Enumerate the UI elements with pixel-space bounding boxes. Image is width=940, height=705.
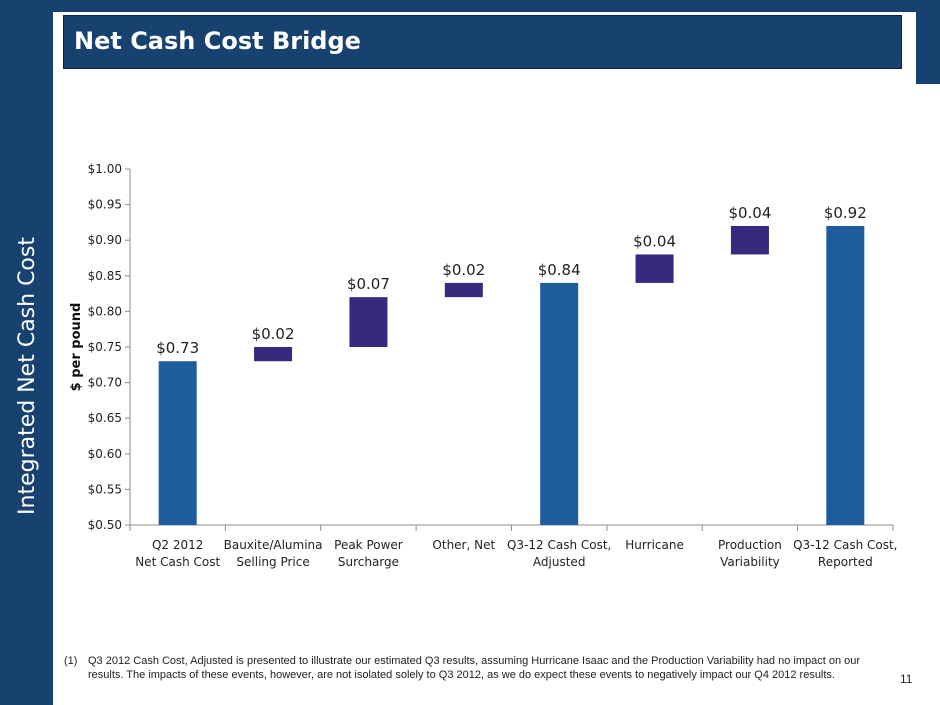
data-label: $0.04	[633, 232, 676, 250]
delta-bar	[254, 347, 293, 362]
page-number: 11	[900, 672, 913, 686]
data-label: $0.84	[538, 261, 581, 279]
category-label: Production	[718, 538, 782, 552]
y-tick-label: $0.60	[88, 447, 122, 461]
total-bar	[540, 282, 579, 525]
y-tick-label: $0.70	[88, 376, 122, 390]
category-label: Other, Net	[432, 538, 495, 552]
category-label: Surcharge	[338, 555, 399, 569]
page-title: Net Cash Cost Bridge	[74, 27, 361, 55]
title-bar: Net Cash Cost Bridge	[63, 15, 902, 69]
data-label: $0.92	[824, 204, 867, 222]
total-bar	[826, 225, 865, 525]
category-label: Bauxite/Alumina	[224, 538, 323, 552]
category-label: Q3-12 Cash Cost,	[507, 538, 611, 552]
top-band	[0, 0, 940, 12]
category-label: Peak Power	[334, 538, 403, 552]
category-label: Variability	[720, 555, 780, 569]
category-label: Net Cash Cost	[135, 555, 220, 569]
delta-bar	[635, 254, 674, 283]
y-tick-label: $0.75	[88, 340, 122, 354]
footnote-marker: (1)	[64, 655, 78, 667]
y-tick-label: $0.50	[88, 518, 122, 532]
data-label: $0.02	[252, 325, 295, 343]
category-label: Reported	[818, 555, 873, 569]
data-label: $0.07	[347, 275, 390, 293]
delta-bar	[730, 225, 769, 255]
right-band	[916, 0, 940, 84]
y-axis-title: $ per pound	[69, 303, 84, 392]
delta-bar	[349, 297, 388, 347]
delta-bar	[444, 282, 483, 298]
y-tick-label: $0.95	[88, 198, 122, 212]
footnote-text: Q3 2012 Cash Cost, Adjusted is presented…	[88, 655, 861, 681]
total-bar	[158, 361, 197, 525]
y-tick-label: $0.80	[88, 304, 122, 318]
y-tick-label: $0.90	[88, 233, 122, 247]
side-band	[0, 0, 53, 705]
data-label: $0.73	[156, 339, 199, 357]
section-label: Integrated Net Cash Cost	[15, 237, 40, 515]
y-tick-label: $0.55	[88, 482, 122, 496]
y-tick-label: $1.00	[88, 162, 122, 176]
y-tick-label: $0.65	[88, 411, 122, 425]
category-label: Q2 2012	[152, 538, 203, 552]
data-label: $0.04	[728, 204, 771, 222]
waterfall-chart: $0.50 $0.55 $0.60 $0.65 $0.70 $0.75 $0.80 $0.85…	[69, 162, 898, 569]
category-label: Adjusted	[533, 555, 586, 569]
data-label: $0.02	[442, 261, 485, 279]
y-tick-label: $0.85	[88, 269, 122, 283]
category-label: Selling Price	[236, 555, 309, 569]
category-label: Q3-12 Cash Cost,	[793, 538, 897, 552]
category-label: Hurricane	[625, 538, 684, 552]
